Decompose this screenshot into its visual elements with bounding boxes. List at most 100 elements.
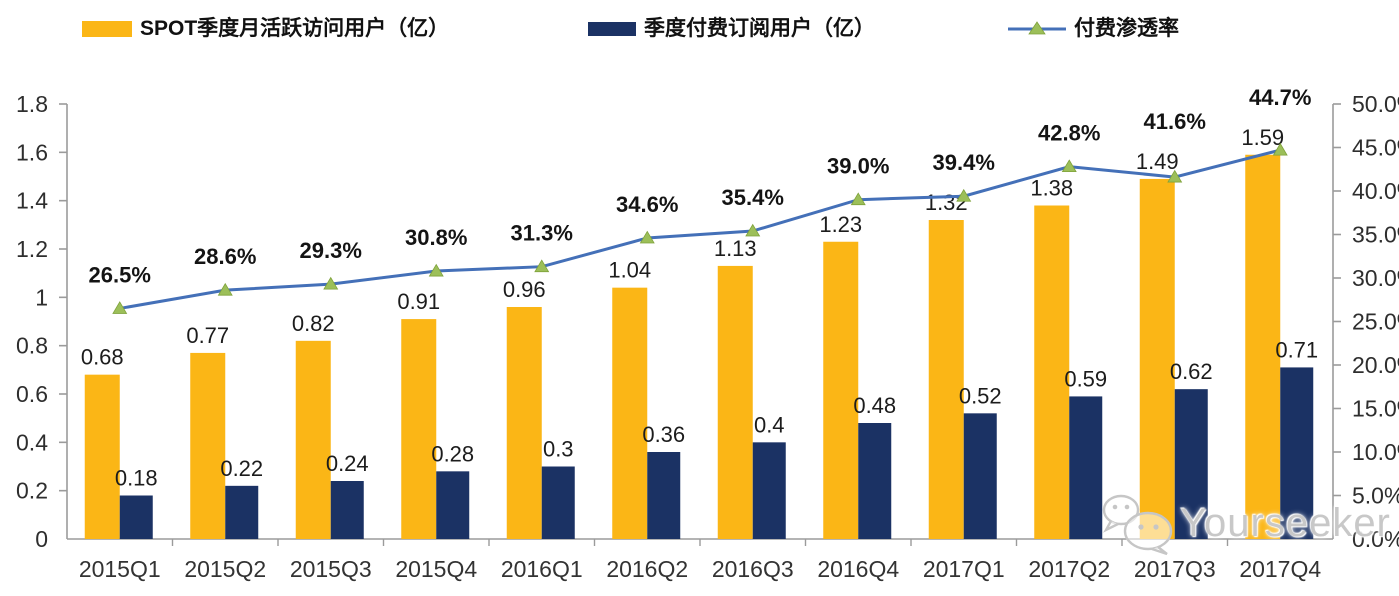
bar-label-subscribers: 0.28 [431, 441, 474, 466]
bar-label-mau: 1.49 [1136, 149, 1179, 174]
line-marker-icon [956, 188, 972, 202]
bar-label-subscribers: 0.24 [326, 451, 369, 476]
legend-label-subscribers: 季度付费订阅用户（亿） [644, 17, 875, 40]
x-axis-label: 2015Q1 [79, 556, 161, 582]
bar-label-mau: 0.82 [292, 311, 335, 336]
line-marker-icon [639, 230, 655, 244]
line-marker-icon [112, 301, 128, 314]
bar-subscribers-2017Q1 [963, 413, 997, 539]
bar-mau-2017Q1 [928, 220, 964, 539]
bar-mau-2017Q4 [1245, 154, 1281, 539]
legend-label-mau: SPOT季度月活跃访问用户（亿） [140, 17, 450, 40]
legend-item-penetration: 付费渗透率 [1008, 16, 1179, 41]
bar-mau-2016Q2 [612, 287, 648, 539]
bar-mau-2015Q2 [190, 352, 226, 539]
bar-subscribers-2015Q2 [225, 485, 259, 539]
bar-mau-2017Q3 [1139, 178, 1175, 539]
x-axis-label: 2016Q4 [817, 556, 899, 582]
penetration-label: 39.4% [933, 150, 995, 175]
bar-label-mau: 0.68 [81, 345, 124, 370]
bar-label-mau: 1.59 [1241, 125, 1284, 150]
right-axis-tick-label: 40.0% [1352, 178, 1399, 204]
right-axis-tick-label: 45.0% [1352, 135, 1399, 161]
line-marker-icon [1272, 142, 1288, 156]
penetration-label: 30.8% [405, 225, 467, 250]
left-axis-tick-label: 0.4 [16, 429, 48, 455]
line-marker-icon [323, 276, 339, 290]
bar-mau-2015Q3 [295, 340, 331, 539]
bar-label-mau: 1.23 [819, 212, 862, 237]
line-marker-icon [850, 192, 866, 206]
line-marker-icon [428, 263, 444, 277]
bar-label-mau: 1.13 [714, 236, 757, 261]
x-axis-label: 2016Q3 [712, 556, 794, 582]
bar-mau-2016Q1 [506, 307, 542, 539]
x-axis-label: 2017Q4 [1239, 556, 1321, 582]
x-axis-label: 2017Q1 [923, 556, 1005, 582]
bar-label-subscribers: 0.52 [959, 383, 1002, 408]
left-axis-tick-label: 1 [35, 284, 48, 310]
bar-subscribers-2016Q2 [647, 452, 681, 539]
bar-mau-2016Q3 [717, 265, 753, 539]
bar-label-subscribers: 0.59 [1064, 366, 1107, 391]
right-axis-tick-label: 25.0% [1352, 309, 1399, 335]
bar-label-subscribers: 0.22 [220, 456, 263, 481]
penetration-label: 35.4% [722, 185, 784, 210]
right-axis-tick-label: 35.0% [1352, 222, 1399, 248]
penetration-line [119, 148, 1281, 310]
right-axis-tick-label: 0.0% [1352, 526, 1399, 552]
penetration-label: 42.8% [1038, 121, 1100, 146]
bar-subscribers-2015Q4 [436, 471, 470, 539]
legend-label-penetration: 付费渗透率 [1074, 17, 1179, 40]
line-marker-icon [217, 282, 233, 296]
x-axis-label: 2016Q2 [606, 556, 688, 582]
bar-mau-2015Q1 [84, 374, 120, 539]
x-axis-label: 2016Q1 [501, 556, 583, 582]
legend-line-marker-icon [1008, 20, 1066, 34]
legend-swatch-mau-icon [82, 20, 132, 37]
bar-label-subscribers: 0.48 [853, 393, 896, 418]
line-marker-icon [1167, 169, 1183, 183]
right-axis-tick-label: 10.0% [1352, 439, 1399, 465]
left-axis-tick-label: 0.6 [16, 381, 48, 407]
bar-label-mau: 0.91 [397, 289, 440, 314]
bar-mau-2016Q4 [823, 241, 859, 539]
bar-label-mau: 1.32 [925, 190, 968, 215]
left-axis-tick-label: 1.4 [16, 188, 48, 214]
left-axis-tick-label: 1.6 [16, 139, 48, 165]
bar-label-subscribers: 0.18 [115, 466, 158, 491]
right-axis-tick-label: 5.0% [1352, 483, 1399, 509]
legend-swatch-subscribers-icon [588, 21, 636, 36]
left-axis-tick-label: 1.8 [16, 91, 48, 117]
penetration-label: 41.6% [1144, 109, 1206, 134]
bar-mau-2015Q4 [401, 319, 437, 539]
bar-label-subscribers: 0.36 [642, 422, 685, 447]
bar-label-mau: 1.38 [1030, 176, 1073, 201]
x-axis-label: 2017Q2 [1028, 556, 1110, 582]
bar-subscribers-2017Q4 [1280, 367, 1314, 539]
legend-item-mau: SPOT季度月活跃访问用户（亿） [82, 16, 449, 41]
bar-mau-2017Q2 [1034, 205, 1070, 539]
penetration-label: 26.5% [89, 262, 151, 287]
bar-subscribers-2016Q3 [752, 442, 786, 539]
bar-label-mau: 1.04 [608, 258, 651, 283]
x-axis-label: 2017Q3 [1134, 556, 1216, 582]
right-axis-tick-label: 30.0% [1352, 265, 1399, 291]
right-axis-tick-label: 15.0% [1352, 396, 1399, 422]
penetration-label: 39.0% [827, 154, 889, 179]
left-axis-tick-label: 0.2 [16, 478, 48, 504]
bar-label-subscribers: 0.4 [754, 412, 785, 437]
line-marker-icon [745, 223, 761, 237]
penetration-label: 31.3% [511, 221, 573, 246]
x-axis-label: 2015Q3 [290, 556, 372, 582]
bar-label-subscribers: 0.71 [1275, 337, 1318, 362]
left-axis-tick-label: 0 [35, 526, 48, 552]
line-marker-icon [1061, 159, 1077, 173]
penetration-label: 34.6% [616, 192, 678, 217]
penetration-label: 28.6% [194, 244, 256, 269]
bar-subscribers-2016Q1 [541, 466, 575, 539]
bar-subscribers-2017Q2 [1069, 396, 1103, 539]
legend-item-subscribers: 季度付费订阅用户（亿） [588, 16, 875, 41]
bar-label-subscribers: 0.3 [543, 437, 574, 462]
